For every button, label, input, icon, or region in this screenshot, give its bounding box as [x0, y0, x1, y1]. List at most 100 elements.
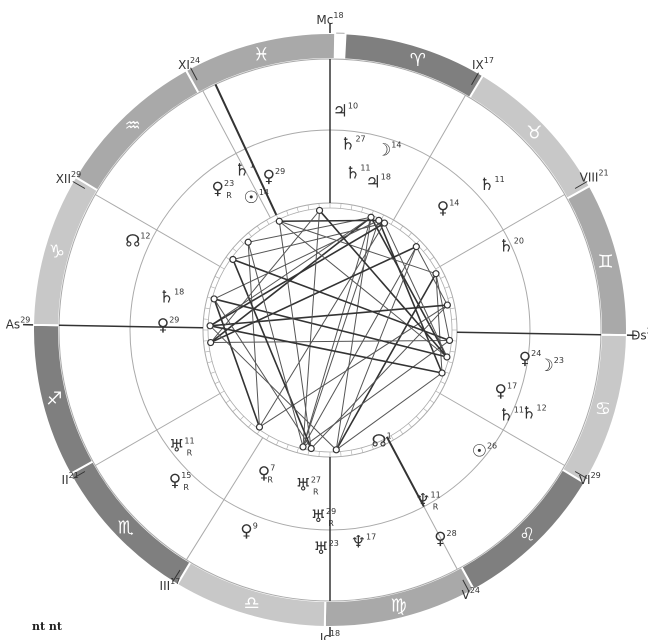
- degree-tick: [361, 447, 364, 453]
- planet-symbol: ☉: [244, 188, 259, 208]
- planet-glyph: ♅29 R: [311, 507, 336, 528]
- house-cusp-label: Ic18: [320, 629, 340, 640]
- aspect-line: [247, 242, 304, 448]
- house-cusp-name: XI: [178, 58, 190, 72]
- planet-glyph: ☽14: [376, 140, 401, 160]
- planet-degree: 26: [487, 442, 497, 451]
- house-cusp-label: II21: [62, 471, 79, 487]
- planet-degree: 23: [329, 539, 339, 548]
- degree-tick: [248, 423, 252, 428]
- planet-marker: [443, 353, 451, 361]
- house-lines: [23, 23, 637, 637]
- house-cusp-label: VI29: [579, 471, 601, 487]
- zodiac-sign-glyph: ♊: [597, 251, 613, 272]
- degree-tick: [239, 416, 244, 421]
- planet-marker: [367, 213, 375, 221]
- planet-symbol: ☊: [371, 432, 386, 452]
- planet-symbol: ♀: [157, 315, 169, 335]
- degree-tick: [408, 232, 412, 237]
- degree-tick: [307, 204, 310, 210]
- planet-glyph: ♆17: [351, 532, 376, 552]
- aspect-line: [278, 221, 312, 449]
- planet-symbol: ♄: [340, 134, 355, 154]
- planet-symbol: ♄: [499, 406, 514, 426]
- house-cusp-name: VI: [579, 473, 591, 487]
- house-cusp-name: V: [462, 588, 471, 602]
- house-cusp-degree: 18: [333, 11, 343, 20]
- planet-glyph: ♀23 R: [212, 179, 235, 200]
- planet-symbol: ♄: [345, 163, 360, 183]
- degree-tick: [207, 361, 213, 364]
- degree-tick: [399, 225, 404, 231]
- planet-symbol: ♄: [479, 175, 494, 195]
- planet-symbol: ♄: [499, 236, 514, 256]
- degree-tick: [210, 371, 216, 374]
- planet-degree: 17: [366, 532, 376, 541]
- planet-marker: [255, 423, 264, 431]
- planet-glyph: ♄11: [499, 406, 524, 426]
- degree-tick: [450, 307, 456, 310]
- aspect-line: [302, 210, 321, 447]
- planet-symbol: ♀: [495, 382, 507, 402]
- aspect-line: [378, 220, 443, 374]
- house-cusp-label: V24: [462, 586, 480, 602]
- planet-glyph: ♄11: [479, 175, 504, 195]
- house-cusp-degree: 24: [470, 586, 480, 595]
- degree-tick: [286, 444, 289, 450]
- house-cusp-tick: [462, 579, 470, 593]
- zodiac-sign-glyph: ♒: [125, 116, 141, 137]
- planet-glyph: ♀15 R: [169, 471, 192, 492]
- planet-symbol: ♆: [351, 532, 366, 552]
- house-cusp-tick: [72, 471, 86, 479]
- aspect-line: [302, 246, 417, 448]
- house-cusp-line: [385, 436, 425, 508]
- house-cusp-label: III17: [160, 577, 181, 593]
- planet-glyph: ♀9: [240, 521, 258, 541]
- planet-symbol: ♄: [159, 287, 174, 307]
- zodiac-sign-glyph: ♈: [410, 50, 426, 71]
- degree-tick: [225, 399, 231, 404]
- degree-tick: [447, 296, 453, 299]
- house-cusp-name: As: [6, 318, 20, 332]
- retrograde-mark: R: [187, 449, 193, 458]
- planet-marker: [206, 322, 214, 330]
- house-cusp-line: [456, 331, 601, 336]
- planet-marker: [332, 446, 340, 454]
- planet-degree: 14: [449, 199, 459, 208]
- zodiac-sign-glyph: ♍: [391, 596, 407, 617]
- planet-symbol: ☉: [472, 442, 487, 462]
- degree-tick: [296, 447, 299, 453]
- house-cusp-line: [95, 194, 221, 267]
- house-cusp-line: [202, 90, 271, 219]
- planet-glyph: ☉14: [244, 188, 269, 208]
- aspect-line: [435, 273, 451, 341]
- degree-tick: [204, 350, 210, 353]
- house-cusp-label: Ds29: [631, 326, 648, 342]
- house-cusp-name: Mc: [316, 13, 333, 27]
- degree-tick: [266, 435, 270, 441]
- planet-glyph: ☉26: [472, 442, 497, 462]
- planet-glyph: ♅23: [313, 539, 338, 559]
- degree-tick: [361, 207, 364, 213]
- degree-tick: [408, 423, 412, 428]
- planet-symbol: ♀: [258, 464, 270, 484]
- aspect-line: [209, 216, 372, 327]
- house-cusp-degree: 29: [647, 326, 648, 335]
- aspect-line: [335, 246, 417, 451]
- aspect-line: [232, 222, 385, 260]
- planet-symbol: ♀: [212, 179, 224, 199]
- house-cusp-line: [185, 437, 264, 561]
- planet-marker: [210, 295, 218, 303]
- house-cusp-line: [214, 83, 278, 216]
- aspect-line: [213, 298, 312, 449]
- planet-degree: 24: [531, 349, 541, 358]
- aspect-line: [209, 325, 337, 451]
- degree-tick: [423, 408, 428, 412]
- planet-symbol: ♀: [519, 349, 531, 369]
- house-cusp-tick: [72, 181, 86, 189]
- zodiac-sign-glyph: ♏: [118, 517, 134, 538]
- planet-glyph: ☊12: [125, 231, 150, 251]
- planet-marker: [275, 217, 283, 225]
- planet-degree: 23: [224, 179, 234, 188]
- house-cusp-degree: 21: [598, 169, 608, 178]
